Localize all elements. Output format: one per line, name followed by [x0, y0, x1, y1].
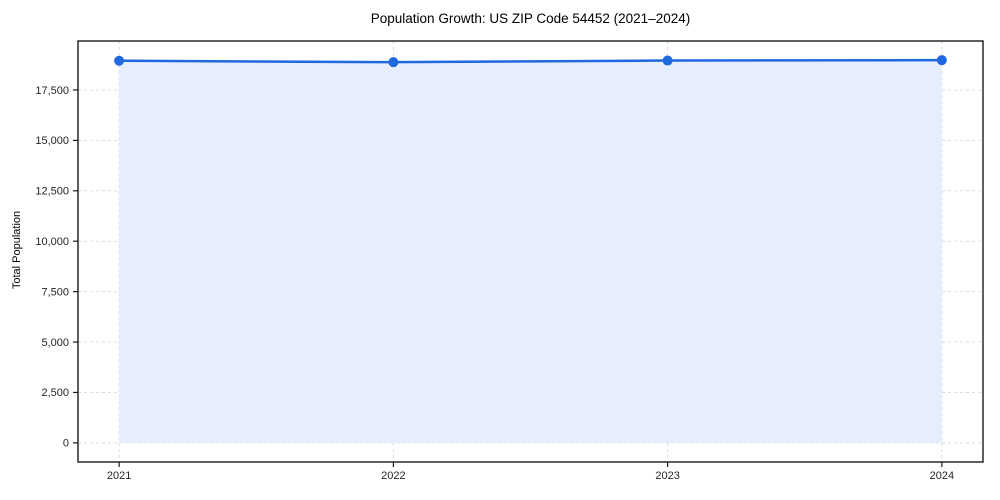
axis-ticks: [73, 89, 943, 467]
chart-title: Population Growth: US ZIP Code 54452 (20…: [370, 11, 691, 26]
x-tick-label: 2021: [107, 470, 131, 482]
data-point-2024: [936, 55, 947, 66]
data-point-2022: [388, 57, 399, 68]
x-tick-label: 2024: [930, 470, 954, 482]
y-tick-labels: 0 2,500 5,000 7,500 10,000 12,500 15,000 17,500: [35, 85, 69, 450]
trend-line: [117, 58, 944, 64]
y-tick-label: 2,500: [41, 387, 69, 399]
plot-border: [77, 40, 984, 463]
y-tick-label: 12,500: [35, 186, 69, 198]
y-tick-label: 10,000: [35, 236, 69, 248]
data-point-2021: [114, 55, 125, 66]
y-tick-label: 15,000: [35, 135, 69, 147]
y-tick-label: 5,000: [41, 337, 69, 349]
y-tick-label: 17,500: [35, 85, 69, 97]
y-tick-label: 7,500: [41, 286, 69, 298]
y-tick-label: 0: [63, 438, 69, 450]
area-fill: [119, 60, 942, 443]
x-tick-label: 2022: [381, 470, 405, 482]
data-point-2023: [662, 55, 673, 66]
x-tick-label: 2023: [655, 470, 679, 482]
x-tick-labels: 2021 2022 2023 2024: [107, 470, 954, 482]
